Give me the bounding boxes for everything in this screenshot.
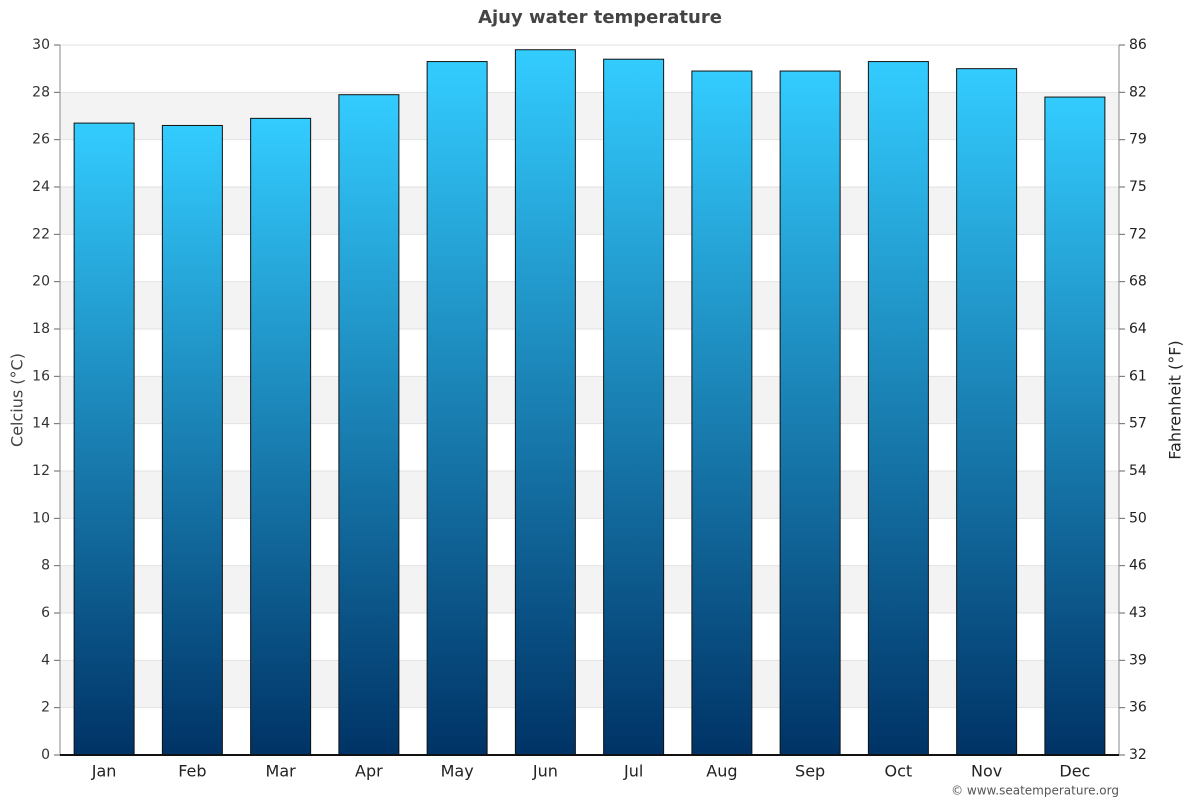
y2-tick-label: 75 xyxy=(1129,179,1147,195)
grid-band xyxy=(60,187,1119,235)
y2-tick-label: 79 xyxy=(1129,132,1147,148)
grid-band xyxy=(60,92,1119,140)
y-tick-label: 28 xyxy=(32,84,50,100)
y-tick-label: 8 xyxy=(41,558,50,574)
y-tick-label: 4 xyxy=(41,652,50,668)
y-axis-label: Celcius (°C) xyxy=(8,353,27,447)
y-tick-label: 26 xyxy=(32,132,50,148)
y2-tick-label: 68 xyxy=(1129,274,1147,290)
y2-tick-label: 43 xyxy=(1129,605,1147,621)
grid-band xyxy=(60,660,1119,708)
bar xyxy=(250,117,312,756)
y-tick-label: 22 xyxy=(32,226,50,242)
y2-tick-label: 50 xyxy=(1129,510,1147,526)
y-tick-label: 30 xyxy=(32,37,50,53)
y-tick-label: 0 xyxy=(41,747,50,763)
x-tick-label: Apr xyxy=(355,762,383,781)
bar xyxy=(691,70,753,756)
y2-tick-label: 39 xyxy=(1129,652,1147,668)
y2-tick-label: 46 xyxy=(1129,558,1147,574)
y2-tick-label: 72 xyxy=(1129,226,1147,242)
x-tick-label: Oct xyxy=(885,762,913,781)
y2-tick-label: 64 xyxy=(1129,321,1147,337)
grid-band xyxy=(60,565,1119,613)
y-tick-label: 18 xyxy=(32,321,50,337)
y2-tick-label: 54 xyxy=(1129,463,1147,479)
y-tick-label: 2 xyxy=(41,700,50,716)
bar xyxy=(338,94,400,756)
x-tick-label: Feb xyxy=(178,762,206,781)
x-tick-label: Jun xyxy=(532,762,558,781)
x-tick-label: Nov xyxy=(971,762,1002,781)
chart-title: Ajuy water temperature xyxy=(478,7,722,28)
grid-band xyxy=(60,281,1119,329)
bar xyxy=(73,122,135,756)
y2-tick-label: 61 xyxy=(1129,368,1147,384)
y2-tick-label: 57 xyxy=(1129,416,1147,432)
y2-tick-label: 36 xyxy=(1129,700,1147,716)
y2-tick-label: 32 xyxy=(1129,747,1147,763)
x-tick-label: Aug xyxy=(706,762,737,781)
y-tick-label: 10 xyxy=(32,510,50,526)
grid-band xyxy=(60,376,1119,424)
y-tick-label: 24 xyxy=(32,179,50,195)
y2-tick-label: 86 xyxy=(1129,37,1147,53)
bar xyxy=(514,49,576,756)
x-tick-label: Jan xyxy=(91,762,117,781)
y2-axis-label: Fahrenheit (°F) xyxy=(1166,340,1185,459)
bar xyxy=(779,70,841,756)
x-tick-label: Jul xyxy=(623,762,643,781)
bar xyxy=(603,58,665,756)
credit: © www.seatemperature.org xyxy=(951,784,1119,798)
y-tick-label: 12 xyxy=(32,463,50,479)
y-tick-label: 20 xyxy=(32,274,50,290)
bar xyxy=(956,68,1018,756)
bar xyxy=(867,61,929,756)
x-tick-label: Sep xyxy=(795,762,825,781)
x-tick-label: May xyxy=(441,762,474,781)
x-tick-label: Dec xyxy=(1059,762,1090,781)
y2-tick-label: 82 xyxy=(1129,84,1147,100)
bar xyxy=(1044,96,1106,756)
x-tick-label: Mar xyxy=(266,762,297,781)
y-tick-label: 6 xyxy=(41,605,50,621)
grid-band xyxy=(60,471,1119,519)
bar xyxy=(426,61,488,756)
bar xyxy=(161,124,223,756)
y-tick-label: 16 xyxy=(32,368,50,384)
y-tick-label: 14 xyxy=(32,416,50,432)
